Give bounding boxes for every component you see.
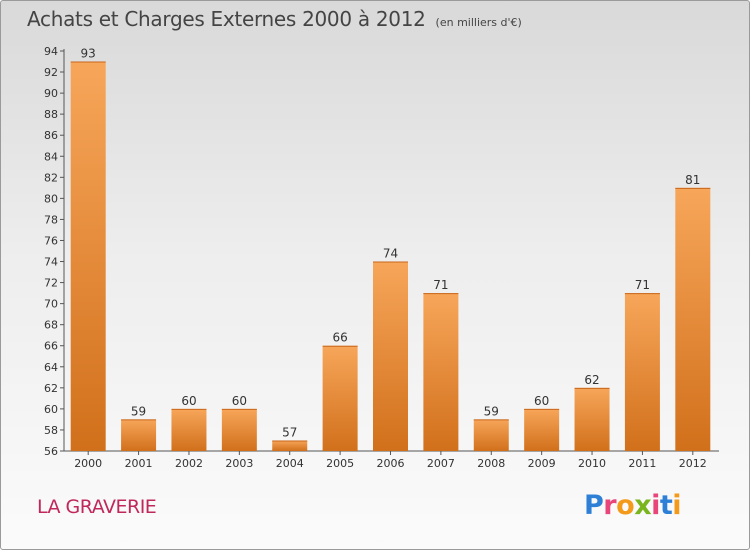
bar bbox=[423, 293, 459, 451]
x-tick-label: 2000 bbox=[74, 457, 102, 470]
bar bbox=[70, 61, 106, 452]
x-tick-label: 2005 bbox=[326, 457, 354, 470]
x-tick-label: 2010 bbox=[578, 457, 606, 470]
bar bbox=[473, 419, 509, 451]
data-label: 81 bbox=[685, 173, 700, 187]
x-tick-label: 2007 bbox=[427, 457, 455, 470]
x-tick-label: 2009 bbox=[528, 457, 556, 470]
logo-letter: r bbox=[603, 490, 617, 521]
y-tick-label: 78 bbox=[44, 213, 58, 226]
y-tick-label: 82 bbox=[44, 171, 58, 184]
y-tick-label: 72 bbox=[44, 277, 58, 290]
logo-letter: i bbox=[651, 490, 660, 521]
bar bbox=[675, 187, 711, 451]
bar bbox=[171, 408, 207, 451]
y-tick-label: 56 bbox=[44, 445, 58, 458]
data-label: 62 bbox=[584, 373, 599, 387]
x-tick-label: 2011 bbox=[628, 457, 656, 470]
data-label: 71 bbox=[433, 278, 448, 292]
y-tick-label: 66 bbox=[44, 340, 58, 353]
x-tick-label: 2006 bbox=[377, 457, 405, 470]
logo-letter: x bbox=[634, 490, 652, 521]
chart-title-text: Achats et Charges Externes 2000 à 2012 bbox=[27, 7, 426, 31]
x-tick-label: 2002 bbox=[175, 457, 203, 470]
chart-title: Achats et Charges Externes 2000 à 2012 (e… bbox=[27, 7, 522, 31]
data-label: 93 bbox=[81, 47, 96, 61]
y-tick-label: 92 bbox=[44, 66, 58, 79]
bar bbox=[574, 387, 610, 451]
y-tick-label: 64 bbox=[44, 361, 58, 374]
y-tick-label: 70 bbox=[44, 298, 58, 311]
y-tick-label: 76 bbox=[44, 234, 58, 247]
x-tick-label: 2008 bbox=[477, 457, 505, 470]
x-tick-label: 2012 bbox=[679, 457, 707, 470]
data-label: 74 bbox=[383, 247, 398, 261]
y-tick-label: 80 bbox=[44, 192, 58, 205]
y-tick-label: 62 bbox=[44, 382, 58, 395]
y-tick-label: 88 bbox=[44, 108, 58, 121]
data-label: 59 bbox=[484, 404, 499, 418]
data-label: 60 bbox=[232, 394, 247, 408]
bar bbox=[272, 440, 308, 451]
logo-letter: t bbox=[659, 490, 673, 521]
logo-letter: o bbox=[616, 490, 635, 521]
data-label: 59 bbox=[131, 404, 146, 418]
data-label: 60 bbox=[534, 394, 549, 408]
y-tick-label: 74 bbox=[44, 256, 58, 269]
bar bbox=[373, 261, 408, 451]
x-tick-label: 2004 bbox=[276, 457, 304, 470]
bar bbox=[121, 419, 157, 451]
y-tick-label: 94 bbox=[44, 45, 58, 58]
y-tick-label: 90 bbox=[44, 87, 58, 100]
chart-subtitle: (en milliers d'€) bbox=[435, 16, 522, 29]
data-label: 71 bbox=[635, 278, 650, 292]
logo-letter: i bbox=[672, 490, 682, 521]
data-label: 66 bbox=[332, 331, 347, 345]
y-tick-label: 84 bbox=[44, 150, 58, 163]
x-tick-label: 2003 bbox=[225, 457, 253, 470]
bar bbox=[624, 293, 660, 451]
y-tick-label: 68 bbox=[44, 319, 58, 332]
logo-letter: P bbox=[584, 490, 604, 521]
bar bbox=[524, 408, 560, 451]
data-label: 60 bbox=[181, 394, 196, 408]
commune-name: LA GRAVERIE bbox=[37, 496, 157, 518]
y-tick-label: 86 bbox=[44, 129, 58, 142]
bar bbox=[221, 408, 257, 451]
data-label: 57 bbox=[282, 425, 297, 439]
y-tick-label: 60 bbox=[44, 403, 58, 416]
y-tick-label: 58 bbox=[44, 424, 58, 437]
proxiti-logo[interactable]: Proxiti bbox=[584, 490, 682, 521]
x-tick-label: 2001 bbox=[125, 457, 153, 470]
bar bbox=[322, 345, 358, 451]
